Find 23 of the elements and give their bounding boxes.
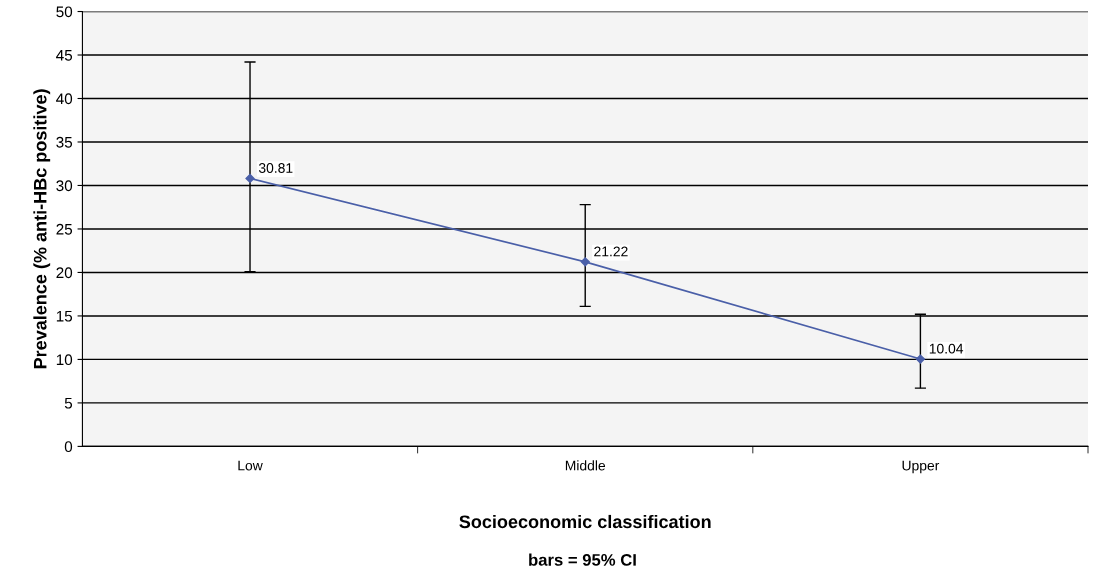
y-tick-label: 5	[64, 397, 73, 409]
y-axis-title: Prevalence (% anti-HBc positive)	[33, 89, 51, 369]
y-tick-label: 20	[56, 267, 73, 279]
y-tick-label: 35	[56, 136, 73, 148]
y-tick-label: 0	[64, 441, 73, 453]
text: bars = 95% CI	[529, 553, 636, 566]
x-tick-label: Upper	[902, 460, 940, 474]
data-label: 10.04	[929, 343, 964, 354]
y-tick-label: 40	[56, 93, 73, 105]
y-tick-label: 50	[56, 6, 73, 18]
x-tick-label: Middle	[565, 460, 606, 471]
x-axis-title: Socioeconomic classification	[459, 514, 711, 529]
y-tick-label: 15	[56, 310, 73, 322]
point	[245, 173, 255, 184]
y-tick-label: 30	[56, 180, 73, 192]
data-label: 30.81	[258, 163, 293, 173]
data-label: 21.22	[594, 246, 628, 257]
point	[915, 354, 926, 364]
x-tick-label: Low	[238, 460, 263, 471]
y-tick-label: 25	[56, 223, 73, 235]
y-tick-label: 45	[56, 50, 73, 61]
point	[580, 257, 590, 267]
y-tick-label: 10	[56, 354, 73, 366]
